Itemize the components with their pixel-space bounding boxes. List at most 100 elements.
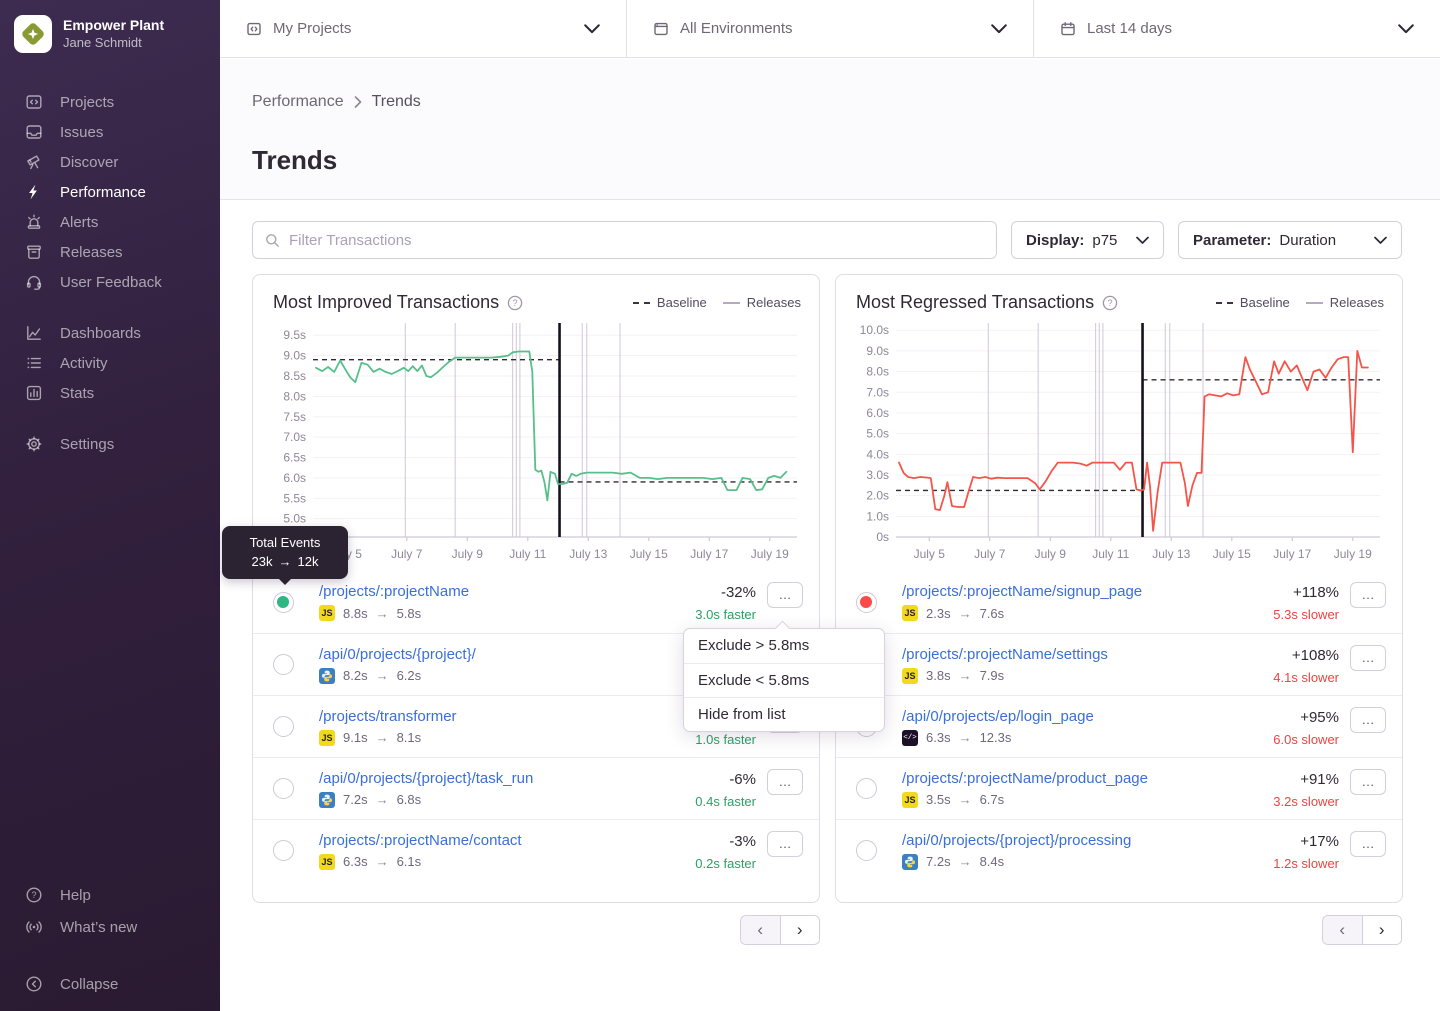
row-actions-button[interactable]: … xyxy=(767,768,803,795)
svg-text:7.5s: 7.5s xyxy=(283,410,306,424)
menu-item-exclude-5-8ms[interactable]: Exclude < 5.8ms xyxy=(684,663,884,697)
sidebar-item-performance[interactable]: Performance xyxy=(0,177,220,207)
project-filter[interactable]: My Projects xyxy=(220,0,626,57)
sidebar-item-help[interactable]: ? Help xyxy=(0,879,220,911)
before-value: 7.2s xyxy=(926,854,951,869)
arrow-right-icon: → xyxy=(958,792,972,807)
radio-marker[interactable] xyxy=(856,591,877,613)
sidebar-item-collapse[interactable]: Collapse xyxy=(0,969,220,999)
svg-text:1.0s: 1.0s xyxy=(866,509,889,523)
radio-marker[interactable] xyxy=(273,591,294,613)
svg-text:July 17: July 17 xyxy=(1273,547,1311,561)
radio-marker[interactable] xyxy=(273,716,294,737)
svg-text:3.0s: 3.0s xyxy=(866,468,889,482)
sidebar-item-user-feedback[interactable]: User Feedback xyxy=(0,267,220,297)
chevron-down-icon xyxy=(584,21,600,37)
radio-marker[interactable] xyxy=(273,840,294,861)
javascript-badge: JS xyxy=(902,791,918,808)
row-actions-button[interactable]: … xyxy=(1350,644,1386,671)
menu-item-hide-from-list[interactable]: Hide from list xyxy=(684,697,884,731)
org-switcher[interactable]: Empower Plant Jane Schmidt xyxy=(0,0,220,63)
releases-swatch xyxy=(722,301,740,304)
transaction-link[interactable]: /projects/:projectName/product_page xyxy=(902,769,1148,787)
most-regressed-panel: Most Regressed Transactions ? Baseline R… xyxy=(835,274,1403,903)
radio-marker[interactable] xyxy=(856,778,877,799)
sidebar-item-releases[interactable]: Releases xyxy=(0,237,220,267)
row-actions-button[interactable]: … xyxy=(1350,830,1386,857)
svg-text:July 11: July 11 xyxy=(1092,547,1129,561)
arrow-right-icon: → xyxy=(958,668,972,683)
breadcrumb: Performance Trends xyxy=(252,93,421,111)
transaction-link[interactable]: /projects/:projectName/contact xyxy=(319,831,522,849)
transaction-link[interactable]: /projects/:projectName xyxy=(319,583,470,600)
next-page-button[interactable]: › xyxy=(1362,916,1401,944)
search-input[interactable] xyxy=(289,231,984,249)
transaction-row: /projects/:projectName/settings JS 3.8s → 7.… xyxy=(836,633,1402,695)
menu-item-exclude-5-8ms[interactable]: Exclude > 5.8ms xyxy=(698,637,810,654)
sidebar-item-settings[interactable]: Settings xyxy=(0,429,220,459)
svg-text:July 5: July 5 xyxy=(914,547,946,561)
sidebar-item-dashboards[interactable]: Dashboards xyxy=(0,318,220,348)
row-actions-button[interactable]: … xyxy=(1350,768,1386,795)
transaction-row: /projects/:projectName/signup_page JS 2.3s… xyxy=(836,571,1402,633)
row-actions-menu: Exclude > 5.8ms Exclude < 5.8ms Hide from … xyxy=(683,628,885,732)
row-actions-button[interactable]: … xyxy=(1350,706,1386,733)
help-icon[interactable]: ? xyxy=(1102,295,1118,311)
sidebar-item-what-s-new[interactable]: What’s new xyxy=(0,911,220,943)
after-value: 7.9s xyxy=(979,668,1005,683)
org-logo xyxy=(14,15,52,53)
row-actions-button[interactable]: … xyxy=(767,830,803,857)
breadcrumb-performance[interactable]: Performance xyxy=(252,93,344,110)
radio-marker[interactable] xyxy=(273,778,294,799)
row-actions-button[interactable]: … xyxy=(1350,582,1386,608)
prev-page-button[interactable]: ‹ xyxy=(1323,916,1363,944)
after-value: 6.2s xyxy=(396,668,422,683)
chevron-down-icon xyxy=(1398,21,1414,37)
after-value: 6.7s xyxy=(979,792,1005,807)
sidebar-item-label: Help xyxy=(60,886,91,904)
org-user: Jane Schmidt xyxy=(63,35,142,50)
transaction-link[interactable]: /api/0/projects/{project}/task_run xyxy=(319,769,534,787)
sidebar-item-alerts[interactable]: Alerts xyxy=(0,207,220,237)
javascript-badge: JS xyxy=(319,853,335,870)
transaction-link[interactable]: /projects/:projectName/settings xyxy=(902,645,1108,663)
svg-text:8.0s: 8.0s xyxy=(283,389,306,403)
help-icon[interactable]: ? xyxy=(507,295,523,311)
svg-text:4.0s: 4.0s xyxy=(866,447,889,461)
tooltip-title: Total Events xyxy=(249,535,321,550)
sidebar-item-discover[interactable]: Discover xyxy=(0,147,220,177)
next-page-button[interactable]: › xyxy=(780,916,819,944)
radio-marker[interactable] xyxy=(856,840,877,861)
radio-marker[interactable] xyxy=(273,654,294,675)
transaction-link[interactable]: /api/0/projects/{project}/processing xyxy=(902,831,1132,849)
sidebar-item-stats[interactable]: Stats xyxy=(0,378,220,408)
sidebar-item-label: Activity xyxy=(60,354,108,372)
environment-filter[interactable]: All Environments xyxy=(626,0,1033,57)
transaction-link[interactable]: /projects/:projectName/signup_page xyxy=(902,583,1143,600)
sidebar-item-activity[interactable]: Activity xyxy=(0,348,220,378)
javascript-badge: JS xyxy=(319,729,335,746)
parameter-dropdown[interactable]: Parameter: Duration xyxy=(1178,221,1402,259)
collapse-icon xyxy=(25,975,43,993)
stats-icon xyxy=(25,384,43,402)
sidebar-item-projects[interactable]: Projects xyxy=(0,87,220,117)
svg-text:9.0s: 9.0s xyxy=(283,349,306,363)
legend-releases: Releases xyxy=(746,295,801,310)
percent-change: -6% xyxy=(729,770,756,788)
transaction-link[interactable]: /api/0/projects/{project}/ xyxy=(319,645,476,663)
prev-page-button[interactable]: ‹ xyxy=(741,916,781,944)
date-range-filter[interactable]: Last 14 days xyxy=(1033,0,1440,57)
svg-text:6.5s: 6.5s xyxy=(283,451,306,465)
sidebar-item-issues[interactable]: Issues xyxy=(0,117,220,147)
delta-label: 3.2s slower xyxy=(1273,793,1339,809)
panel-title: Most Improved Transactions xyxy=(273,292,500,312)
transaction-link[interactable]: /api/0/projects/ep/login_page xyxy=(902,707,1094,725)
before-value: 3.8s xyxy=(926,668,951,683)
display-dropdown[interactable]: Display: p75 xyxy=(1011,221,1164,259)
row-actions-button[interactable]: … xyxy=(767,582,803,608)
delta-label: 5.3s slower xyxy=(1273,607,1339,622)
performance-icon xyxy=(25,183,43,201)
projects-icon xyxy=(25,93,43,111)
arrow-right-icon: → xyxy=(375,668,389,683)
transaction-link[interactable]: /projects/transformer xyxy=(319,707,457,725)
